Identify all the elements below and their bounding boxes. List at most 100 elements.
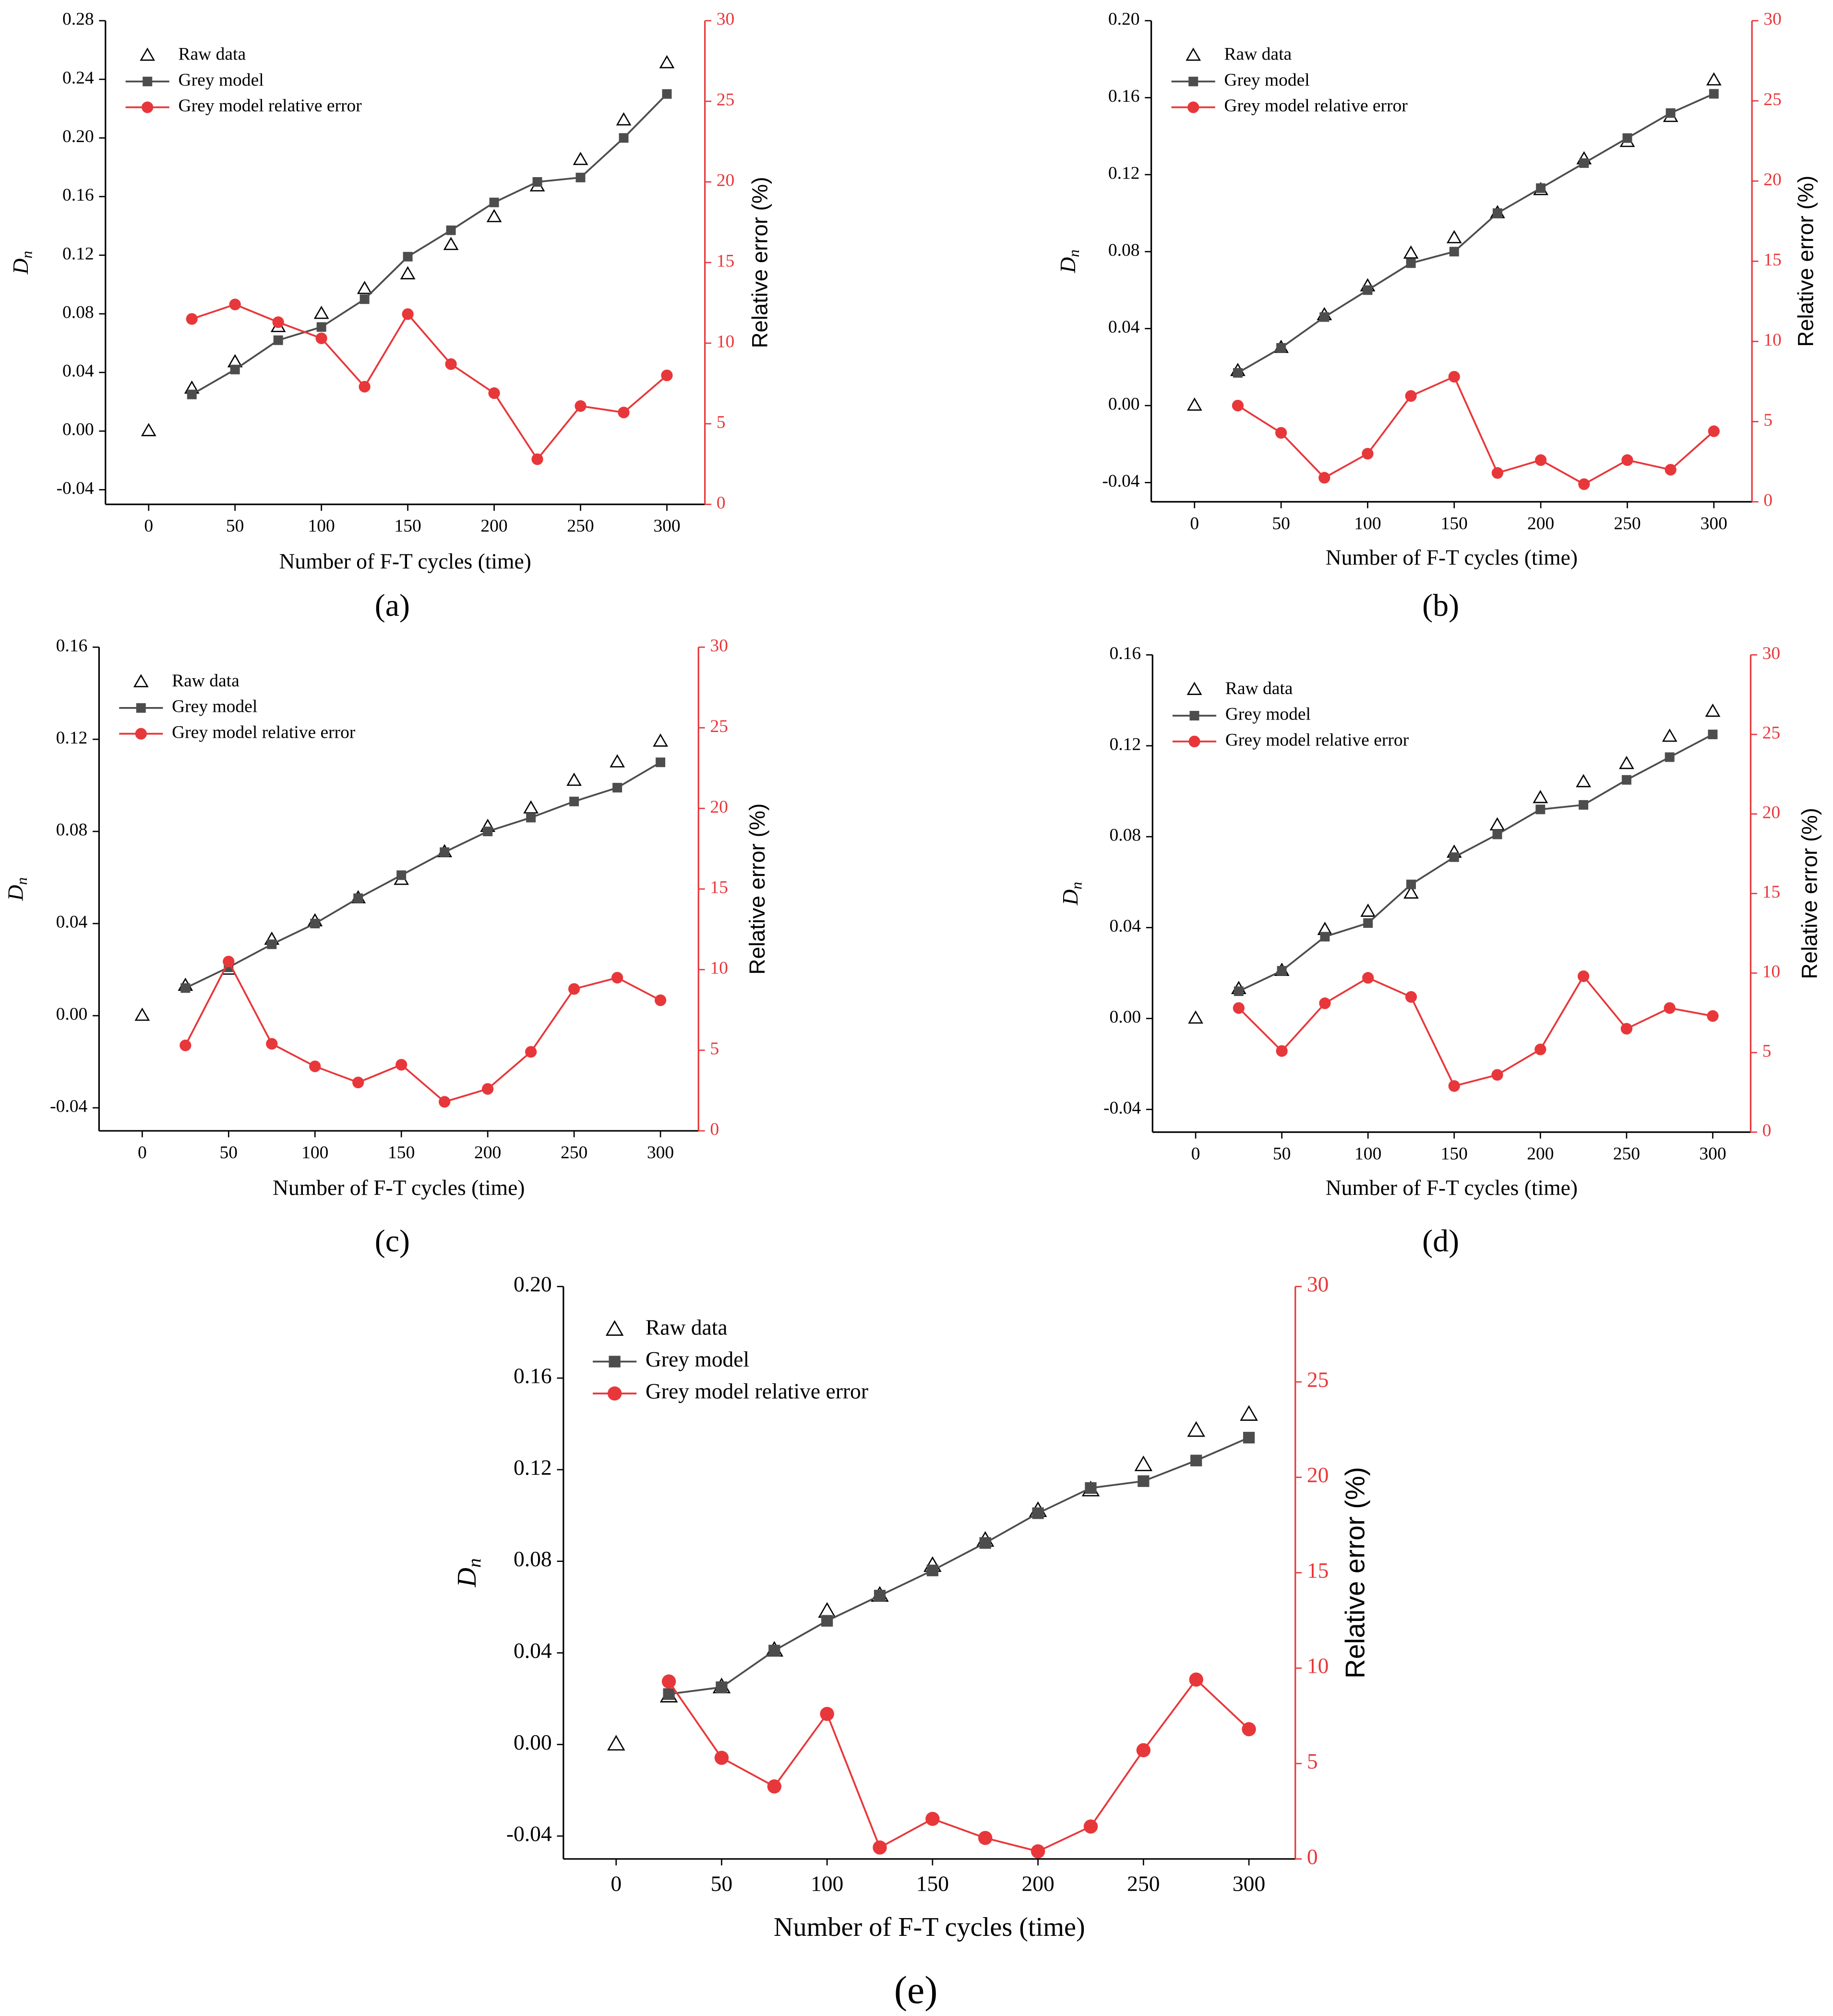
marker-square [1622, 133, 1632, 143]
x-axis-label: Number of F-T cycles (time) [774, 1912, 1085, 1942]
y-tick-label: 0.04 [1110, 916, 1141, 936]
legend-label: Grey model [1225, 705, 1311, 724]
x-tick-label: 300 [1701, 514, 1727, 533]
x-axis-label: Number of F-T cycles (time) [273, 1176, 525, 1200]
y2-tick-label: 0 [710, 1120, 719, 1140]
marker-square [267, 939, 277, 949]
x-tick-label: 200 [1021, 1872, 1054, 1896]
marker-circle [309, 1060, 321, 1072]
marker-circle [714, 1751, 729, 1765]
y-axis-label-main: D [3, 885, 28, 901]
marker-circle [180, 1039, 192, 1052]
y-tick-label: 0.08 [62, 302, 94, 322]
marker-circle [266, 1038, 278, 1050]
marker-circle [1275, 427, 1287, 439]
marker-triangle [523, 800, 539, 814]
y2-tick-label: 15 [717, 252, 735, 271]
marker-square [1188, 76, 1198, 86]
y-tick-label: 0.00 [1108, 395, 1140, 414]
y2-tick-label: 10 [710, 959, 728, 978]
marker-square [1319, 312, 1330, 322]
marker-circle [1664, 1002, 1676, 1014]
marker-triangle [1240, 1405, 1258, 1421]
y-tick-label: 0.12 [1108, 163, 1140, 183]
marker-square [1665, 108, 1676, 118]
y-tick-label: 0.08 [56, 820, 88, 840]
marker-triangle [486, 209, 502, 222]
y-axis-label: Dn [3, 877, 30, 901]
marker-triangle [133, 674, 149, 687]
marker-circle [315, 332, 327, 344]
marker-square [1363, 918, 1373, 928]
marker-circle [661, 1674, 676, 1689]
marker-square [656, 757, 666, 768]
marker-square [569, 796, 579, 806]
marker-triangle [1706, 72, 1722, 85]
y2-tick-label: 20 [1763, 170, 1782, 190]
y-tick-label: 0.20 [514, 1272, 552, 1296]
panel: 0 50 100 150 200 250 300-0.040.000.040.080.120… [9, 10, 772, 623]
marker-square [1032, 1507, 1044, 1519]
marker-square [359, 294, 370, 304]
marker-circle [607, 1386, 622, 1401]
x-tick-label: 0 [611, 1872, 622, 1896]
x-tick-label: 150 [916, 1872, 949, 1896]
marker-square [1536, 183, 1546, 193]
y-tick-label: 0.20 [1108, 10, 1140, 29]
y2-tick-label: 20 [717, 171, 735, 191]
marker-circle [272, 316, 284, 328]
marker-circle [1534, 1044, 1546, 1056]
x-tick-label: 150 [394, 516, 421, 536]
marker-square [1492, 829, 1502, 840]
y-tick-label: 0.08 [1108, 240, 1140, 260]
marker-circle [1188, 735, 1200, 747]
marker-square [353, 893, 363, 903]
panel: 0 50 100 150 200 250 300-0.040.000.040.080.120… [1058, 644, 1822, 1259]
x-tick-label: 50 [220, 1143, 238, 1163]
marker-circle [654, 994, 667, 1006]
marker-triangle [1186, 682, 1202, 695]
marker-square [612, 782, 623, 792]
x-tick-label: 200 [1527, 1144, 1554, 1164]
series-line [1238, 974, 1713, 1087]
y-tick-label: 0.00 [1110, 1007, 1141, 1027]
marker-square [1579, 158, 1589, 168]
marker-circle [352, 1077, 364, 1089]
marker-triangle [1576, 774, 1591, 788]
y2-tick-label: 15 [1307, 1558, 1329, 1583]
marker-square [180, 983, 191, 993]
x-tick-label: 200 [474, 1143, 501, 1163]
x-tick-label: 100 [811, 1872, 843, 1896]
marker-triangle [1188, 1010, 1203, 1024]
marker-circle [531, 453, 543, 465]
x-tick-label: 250 [1613, 1144, 1640, 1164]
y-tick-label: 0.16 [1108, 86, 1140, 106]
x-tick-label: 300 [647, 1143, 674, 1163]
y-tick-label: 0.16 [56, 636, 88, 656]
marker-circle [661, 369, 673, 382]
marker-triangle [1489, 817, 1505, 831]
x-tick-label: 300 [1699, 1144, 1726, 1164]
marker-circle [1362, 448, 1374, 460]
marker-square [1406, 879, 1416, 889]
marker-square [483, 827, 493, 837]
x-tick-label: 50 [711, 1872, 733, 1896]
marker-circle [1665, 464, 1677, 476]
x-tick-label: 150 [388, 1143, 415, 1163]
marker-square [136, 703, 146, 713]
series-line [1237, 93, 1714, 374]
marker-circle [1242, 1722, 1256, 1737]
marker-triangle [1705, 703, 1721, 717]
y2-tick-label: 15 [1763, 250, 1782, 270]
marker-circle [1318, 472, 1330, 484]
y2-tick-label: 0 [1307, 1844, 1318, 1869]
y-axis-label-subscript: n [464, 1558, 485, 1568]
marker-circle [1083, 1819, 1098, 1834]
x-tick-label: 250 [567, 516, 594, 536]
marker-circle [223, 956, 235, 968]
marker-triangle [1533, 790, 1548, 804]
marker-square [1579, 800, 1589, 810]
y-tick-label: 0.28 [62, 10, 94, 29]
y-axis-label: Dn [452, 1558, 485, 1587]
